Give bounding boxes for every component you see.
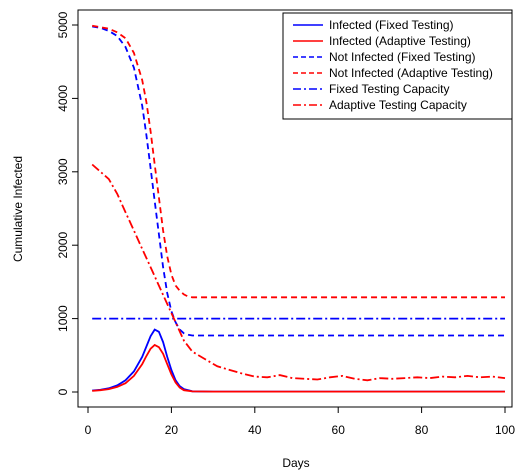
- legend-label: Infected (Fixed Testing): [329, 18, 454, 32]
- legend-label: Not Infected (Fixed Testing): [329, 50, 476, 64]
- y-tick-label: 4000: [56, 85, 70, 112]
- y-tick-label: 1000: [56, 305, 70, 332]
- legend: Infected (Fixed Testing) Infected (Adapti…: [282, 12, 513, 120]
- plot-area: [91, 24, 506, 393]
- legend-label: Infected (Adaptive Testing): [329, 34, 471, 48]
- y-tick-label: 0: [56, 388, 70, 395]
- series-line-2: [92, 343, 505, 393]
- series-line-6: [91, 163, 506, 382]
- y-tick-label: 5000: [56, 11, 70, 38]
- legend-label: Adaptive Testing Capacity: [329, 98, 467, 112]
- x-tick-label: 80: [415, 423, 429, 437]
- y-tick-label: 2000: [56, 232, 70, 259]
- legend-label: Not Infected (Adaptive Testing): [329, 66, 493, 80]
- x-tick-label: 40: [248, 423, 262, 437]
- x-tick-label: 60: [332, 423, 346, 437]
- series-line-1: [92, 328, 505, 393]
- legend-label: Fixed Testing Capacity: [329, 82, 450, 96]
- y-tick-label: 3000: [56, 158, 70, 185]
- legend-box: [282, 12, 513, 120]
- x-tick-label: 100: [495, 423, 515, 437]
- series-line-3: [92, 25, 505, 337]
- x-tick-label: 0: [85, 423, 92, 437]
- plot-frame: [77, 9, 513, 408]
- x-axis-title: Days: [282, 456, 309, 470]
- x-tick-label: 20: [165, 423, 179, 437]
- series-line-4: [92, 24, 505, 299]
- y-axis-title: Cumulative Infected: [11, 156, 25, 262]
